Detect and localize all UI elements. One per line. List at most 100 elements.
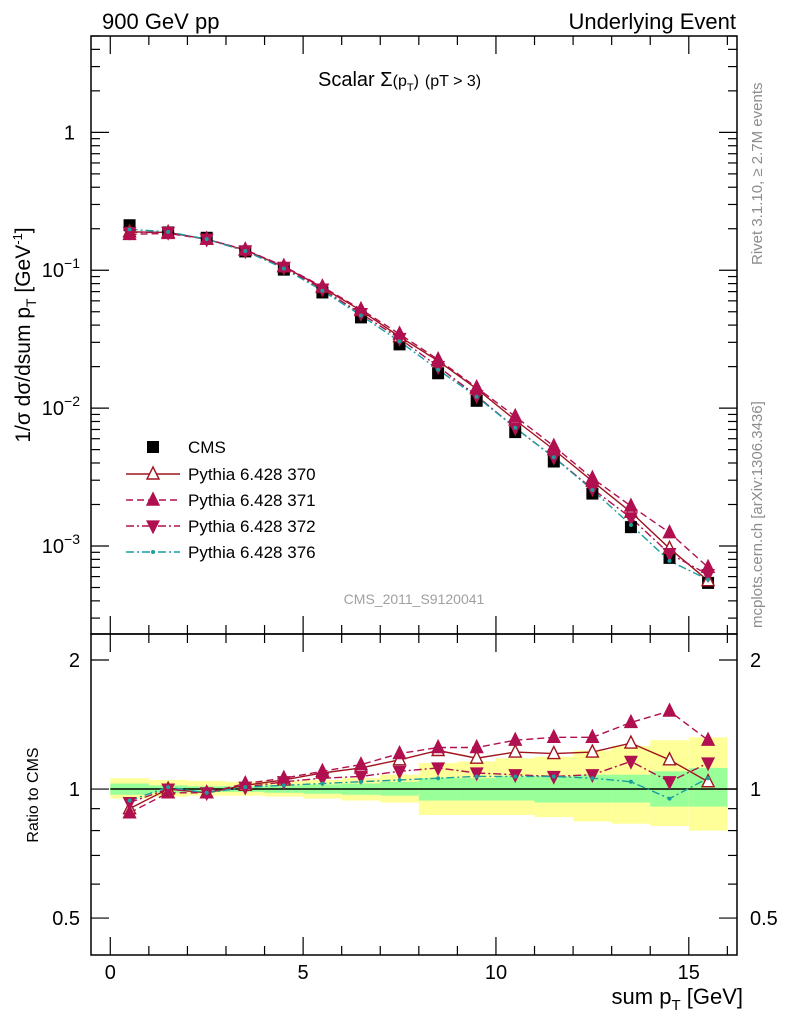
lower-ytick-label-left: 0.5 (52, 908, 80, 930)
upper-point-s4-6 (358, 313, 363, 318)
upper-point-s2-13 (623, 497, 639, 512)
lower-point-s0-12 (585, 743, 600, 758)
upper-point-s4-2 (204, 237, 209, 242)
upper-ylabel-a: 1/σ dσ/dsum p (12, 307, 35, 443)
lower-point-s3-3 (243, 785, 248, 790)
lower-point-s1-6 (353, 756, 369, 771)
plot-title-close: ) (414, 73, 419, 90)
upper-point-s2-10 (508, 407, 523, 423)
rivet-version-label: Rivet 3.1.10, ≥ 2.7M events (749, 83, 766, 266)
upper-ylabel-c: ] (12, 227, 35, 233)
upper-point-s4-1 (166, 229, 171, 234)
lower-ytick-label-right: 2 (750, 650, 761, 672)
lower-point-s3-14 (667, 796, 672, 801)
lower-point-s1-15 (700, 731, 716, 746)
legend: CMS Pythia 6.428 370 Pythia 6.428 371 Pythi… (126, 438, 316, 562)
lower-point-s0-15 (700, 773, 716, 788)
upper-point-s2-11 (546, 437, 561, 452)
lower-point-s2-1 (161, 783, 176, 798)
lower-point-s3-15 (706, 776, 711, 781)
lower-data-layer (110, 702, 737, 831)
upper-point-s4-13 (628, 523, 633, 528)
xtick-label: 15 (678, 962, 700, 984)
upper-ylabel-sub: T (23, 298, 39, 307)
upper-ytick-base: 10 (42, 260, 64, 282)
lower-point-s2-8 (431, 762, 446, 777)
lower-ytick-label-right: 0.5 (750, 908, 778, 930)
lower-series-line-3 (129, 775, 709, 802)
upper-series-line-4 (129, 228, 709, 581)
lower-point-s1-7 (392, 744, 407, 760)
plot-title-cut: (pT > 3) (425, 73, 481, 90)
plot-title-p: (p (393, 73, 407, 90)
mcplots-label: mcplots.cern.ch [arXiv:1306.3436] (749, 401, 766, 628)
lower-point-s3-11 (551, 774, 556, 779)
upper-point-s4-12 (590, 487, 595, 492)
lower-point-s3-10 (513, 774, 518, 779)
upper-point-s3-14 (662, 548, 677, 562)
x-axis-label-a: sum p (612, 984, 672, 1009)
upper-ytick-label: 10−1 (42, 255, 80, 282)
upper-point-s4-9 (474, 394, 479, 399)
xtick-label: 10 (485, 962, 507, 984)
upper-ylabel-b: [GeV (12, 245, 35, 299)
upper-ylabel-sup: -1 (10, 233, 25, 245)
lower-point-s2-12 (585, 769, 600, 784)
lower-point-s3-8 (436, 776, 441, 781)
upper-axes: 110−110−210−3 (42, 35, 737, 634)
lower-point-s3-2 (204, 790, 209, 795)
legend-marker-3 (146, 520, 160, 535)
upper-point-s4-0 (127, 227, 132, 232)
lower-point-s1-12 (585, 728, 600, 744)
lower-point-s3-6 (358, 779, 363, 784)
upper-point-s4-14 (667, 558, 672, 563)
legend-label-3: Pythia 6.428 372 (188, 517, 316, 536)
lower-point-s0-10 (508, 743, 523, 758)
lower-point-s3-0 (127, 798, 132, 803)
upper-ylabel: 1/σ dσ/dsum pT [GeV-1] (10, 227, 39, 442)
legend-marker-0 (147, 441, 159, 453)
upper-panel: 110−110−210−3 Scalar Σ(pT) (pT > 3) 1/σ d… (10, 35, 738, 635)
upper-point-s3-15 (701, 569, 716, 583)
lower-point-s2-15 (701, 757, 716, 772)
lower-point-s0-13 (623, 734, 639, 749)
lower-point-s1-10 (508, 731, 523, 746)
lower-point-s0-11 (546, 744, 561, 760)
lower-series-line-1 (129, 710, 709, 814)
legend-label-0: CMS (188, 438, 226, 457)
lower-point-s1-8 (430, 738, 446, 754)
lower-point-s3-4 (281, 783, 286, 788)
lower-point-s3-7 (397, 777, 402, 782)
upper-point-s4-3 (243, 248, 248, 253)
legend-label-2: Pythia 6.428 371 (188, 491, 316, 510)
legend-label-4: Pythia 6.428 376 (188, 543, 316, 562)
legend-marker-1 (145, 465, 161, 480)
lower-frame (90, 633, 738, 956)
lower-panel: 2 2 1 1 0.5 0.5 0 5 10 15 Ratio to CMS sum pT [Ge… (25, 633, 778, 1014)
analysis-watermark: CMS_2011_S9120041 (344, 591, 485, 607)
lower-point-s3-13 (628, 779, 633, 784)
xtick-label: 0 (105, 962, 116, 984)
lower-point-s0-9 (469, 749, 484, 764)
upper-ytick-label: 1 (64, 122, 75, 144)
lower-point-s2-4 (276, 776, 291, 791)
upper-point-s0-13 (624, 521, 637, 534)
lower-point-s2-0 (122, 796, 137, 811)
x-axis-label-sub: T (671, 997, 680, 1014)
lower-ytick-label-left: 2 (69, 650, 80, 672)
lower-point-s3-1 (166, 785, 171, 790)
lower-point-s3-12 (590, 776, 595, 781)
lower-ytick-label-right: 1 (750, 779, 761, 801)
upper-point-s4-11 (551, 455, 556, 460)
upper-point-s4-10 (513, 425, 518, 430)
legend-marker-2 (145, 491, 161, 506)
legend-marker-4 (151, 550, 155, 554)
upper-point-s2-14 (662, 524, 677, 539)
lower-point-s1-0 (122, 804, 137, 819)
lower-series-line-0 (129, 742, 709, 810)
lower-point-s2-7 (392, 765, 407, 780)
upper-point-s4-15 (706, 577, 711, 582)
lower-point-s1-11 (546, 728, 561, 744)
x-axis-label: sum pT [GeV] (612, 984, 743, 1014)
